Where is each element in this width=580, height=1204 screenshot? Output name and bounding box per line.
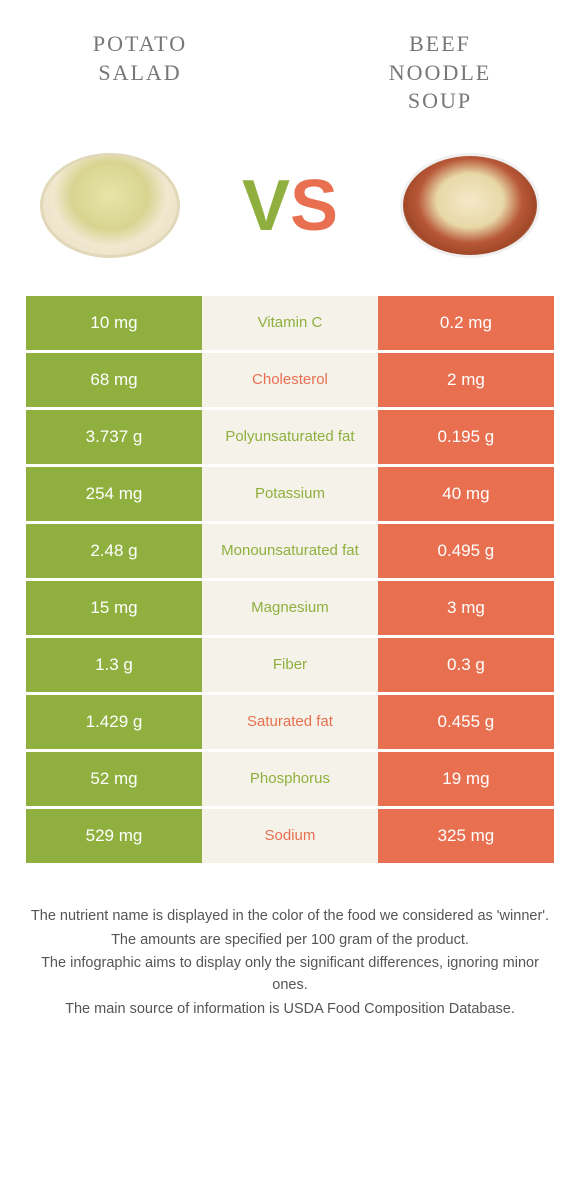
nutrient-label: Phosphorus [202, 752, 378, 806]
left-value: 1.429 g [26, 695, 202, 749]
nutrient-label: Monounsaturated fat [202, 524, 378, 578]
right-value: 2 mg [378, 353, 554, 407]
table-row: 2.48 gMonounsaturated fat0.495 g [26, 524, 554, 581]
potato-salad-icon [40, 153, 180, 258]
footnote-line: The infographic aims to display only the… [30, 953, 550, 997]
title-text: SALAD [98, 60, 181, 85]
footnote-line: The amounts are specified per 100 gram o… [30, 930, 550, 952]
table-row: 254 mgPotassium40 mg [26, 467, 554, 524]
left-food-image [30, 146, 190, 266]
right-food-title: BEEF NOODLE SOUP [340, 30, 540, 116]
infographic-container: POTATO SALAD BEEF NOODLE SOUP VS 10 mgVi… [0, 0, 580, 1204]
right-value: 0.195 g [378, 410, 554, 464]
footnotes: The nutrient name is displayed in the co… [0, 866, 580, 1043]
title-text: NOODLE [389, 60, 491, 85]
right-value: 325 mg [378, 809, 554, 863]
table-row: 3.737 gPolyunsaturated fat0.195 g [26, 410, 554, 467]
left-value: 3.737 g [26, 410, 202, 464]
beef-noodle-soup-icon [400, 153, 540, 258]
header: POTATO SALAD BEEF NOODLE SOUP [0, 0, 580, 126]
table-row: 529 mgSodium325 mg [26, 809, 554, 866]
right-value: 0.495 g [378, 524, 554, 578]
right-value: 3 mg [378, 581, 554, 635]
vs-s: S [290, 166, 338, 246]
comparison-table: 10 mgVitamin C0.2 mg68 mgCholesterol2 mg… [26, 296, 554, 866]
table-row: 1.3 gFiber0.3 g [26, 638, 554, 695]
left-value: 2.48 g [26, 524, 202, 578]
title-text: POTATO [93, 31, 187, 56]
right-food-image [390, 146, 550, 266]
right-value: 40 mg [378, 467, 554, 521]
nutrient-label: Sodium [202, 809, 378, 863]
nutrient-label: Vitamin C [202, 296, 378, 350]
left-value: 15 mg [26, 581, 202, 635]
table-row: 1.429 gSaturated fat0.455 g [26, 695, 554, 752]
nutrient-label: Magnesium [202, 581, 378, 635]
nutrient-label: Polyunsaturated fat [202, 410, 378, 464]
right-value: 19 mg [378, 752, 554, 806]
title-text: BEEF [409, 31, 471, 56]
left-food-title: POTATO SALAD [40, 30, 240, 87]
left-value: 529 mg [26, 809, 202, 863]
left-value: 1.3 g [26, 638, 202, 692]
table-row: 68 mgCholesterol2 mg [26, 353, 554, 410]
right-value: 0.2 mg [378, 296, 554, 350]
footnote-line: The nutrient name is displayed in the co… [30, 906, 550, 928]
nutrient-label: Fiber [202, 638, 378, 692]
right-value: 0.3 g [378, 638, 554, 692]
table-row: 52 mgPhosphorus19 mg [26, 752, 554, 809]
nutrient-label: Saturated fat [202, 695, 378, 749]
footnote-line: The main source of information is USDA F… [30, 999, 550, 1021]
title-text: SOUP [408, 88, 472, 113]
vs-v: V [242, 166, 290, 246]
images-row: VS [0, 126, 580, 296]
nutrient-label: Potassium [202, 467, 378, 521]
left-value: 68 mg [26, 353, 202, 407]
vs-label: VS [242, 165, 338, 247]
left-value: 10 mg [26, 296, 202, 350]
right-value: 0.455 g [378, 695, 554, 749]
table-row: 10 mgVitamin C0.2 mg [26, 296, 554, 353]
left-value: 52 mg [26, 752, 202, 806]
table-row: 15 mgMagnesium3 mg [26, 581, 554, 638]
left-value: 254 mg [26, 467, 202, 521]
nutrient-label: Cholesterol [202, 353, 378, 407]
